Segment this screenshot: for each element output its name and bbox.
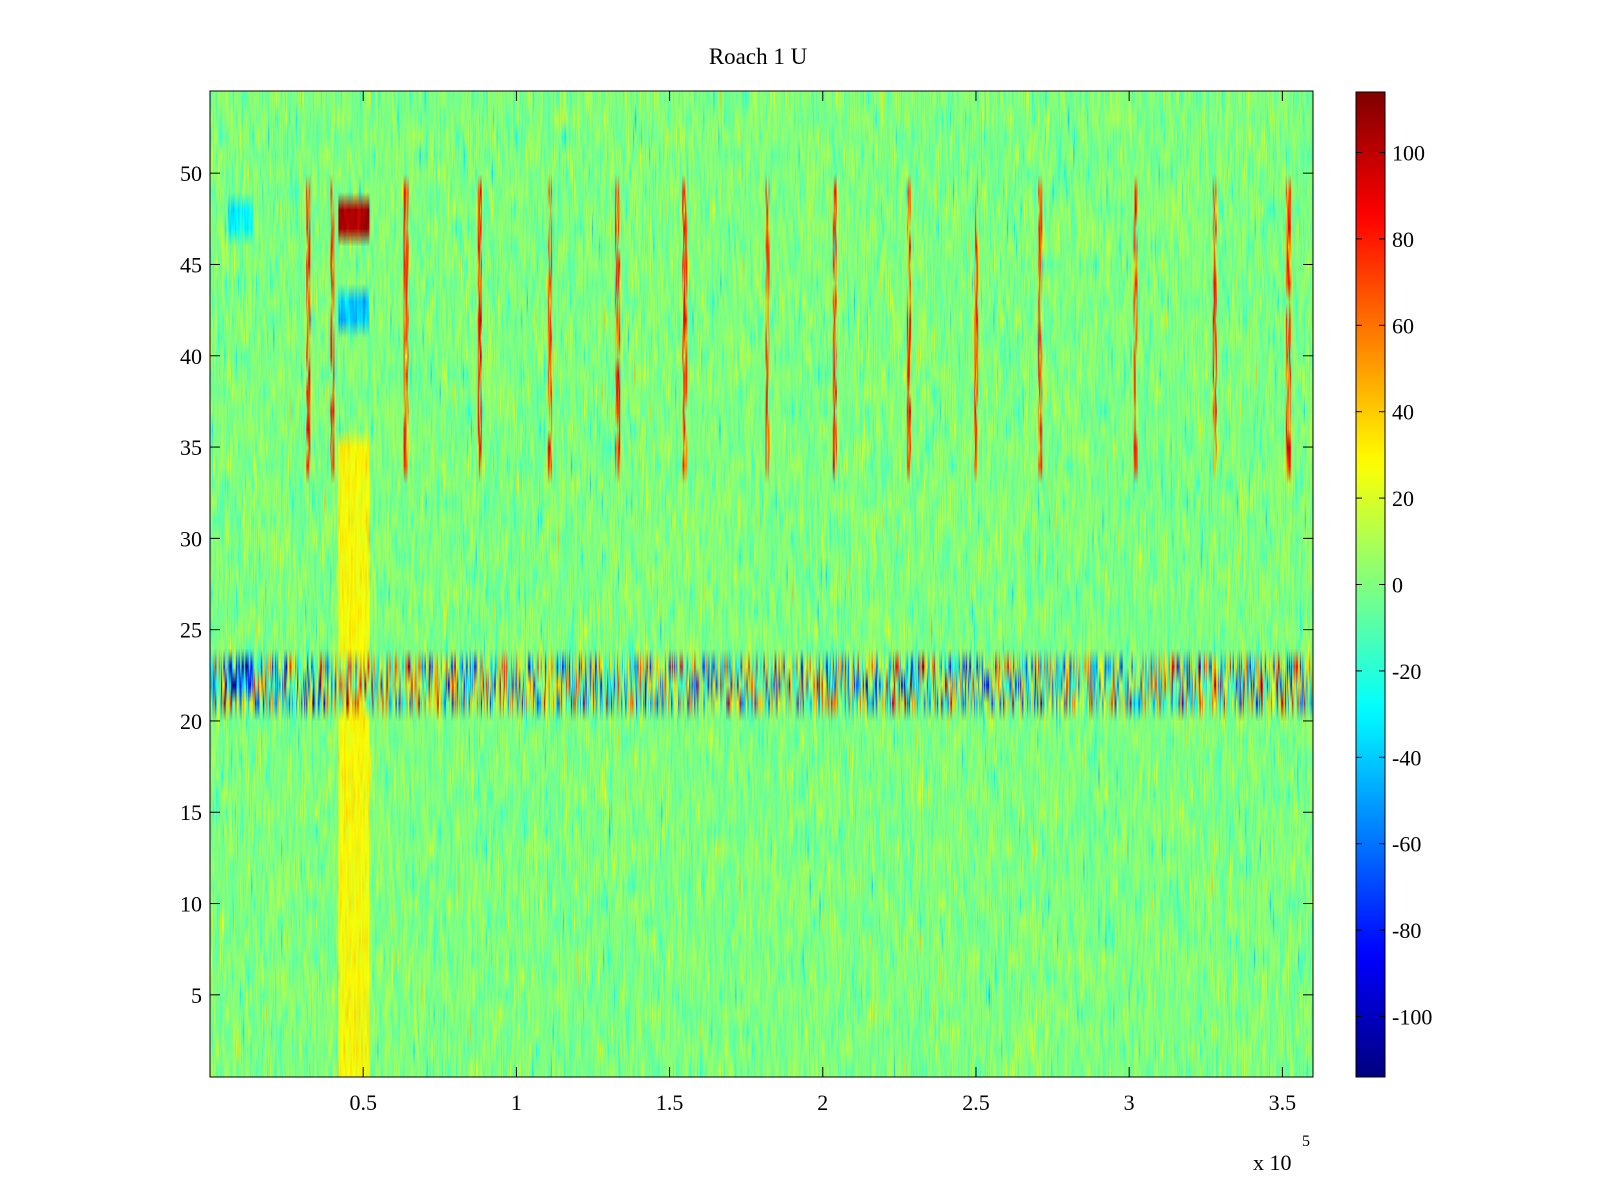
x-tick-label: 3.5 <box>1269 1090 1297 1115</box>
x-tick-label: 1.5 <box>656 1090 684 1115</box>
plot-frame <box>209 90 1314 1078</box>
colorbar-tick-label: 0 <box>1392 573 1403 598</box>
y-axis: 5 10 15 20 25 30 35 40 45 50 <box>180 161 1313 1008</box>
x-exponent-power: 5 <box>1302 1133 1310 1150</box>
colorbar-tick-label: -80 <box>1392 918 1421 943</box>
x-tick-label: 1 <box>511 1090 522 1115</box>
colorbar-tick-label: 100 <box>1392 140 1425 165</box>
y-tick-label: 10 <box>180 892 202 917</box>
plot-area: 0.5 1 1.5 2 2.5 3 3.5 5 10 15 20 25 30 35 40 45 50 x 10… <box>180 90 1314 1175</box>
x-exponent-label: x 10 <box>1253 1150 1292 1175</box>
colorbar-tick-label: 80 <box>1392 227 1414 252</box>
colorbar-tick-label: -40 <box>1392 745 1421 770</box>
y-tick-label: 45 <box>180 252 202 277</box>
y-tick-label: 40 <box>180 344 202 369</box>
y-tick-label: 20 <box>180 709 202 734</box>
x-tick-label: 2.5 <box>962 1090 990 1115</box>
colorbar: 100 80 60 40 20 0 -20 -40 -60 -80 -100 <box>1355 91 1432 1078</box>
y-tick-label: 30 <box>180 526 202 551</box>
chart-title: Roach 1 U <box>709 44 808 69</box>
colorbar-tick-label: -100 <box>1392 1005 1432 1030</box>
colorbar-ticks: 100 80 60 40 20 0 -20 -40 -60 -80 -100 <box>1356 140 1432 1030</box>
colorbar-tick-label: -60 <box>1392 832 1421 857</box>
x-axis: 0.5 1 1.5 2 2.5 3 3.5 <box>349 91 1296 1115</box>
colorbar-tick-label: 20 <box>1392 486 1414 511</box>
y-tick-label: 35 <box>180 435 202 460</box>
y-tick-label: 15 <box>180 800 202 825</box>
colorbar-tick-label: -20 <box>1392 659 1421 684</box>
x-tick-label: 0.5 <box>349 1090 377 1115</box>
colorbar-tick-label: 60 <box>1392 313 1414 338</box>
y-tick-label: 50 <box>180 161 202 186</box>
colorbar-tick-label: 40 <box>1392 400 1414 425</box>
y-tick-label: 25 <box>180 618 202 643</box>
x-tick-label: 3 <box>1124 1090 1135 1115</box>
heatmap-image <box>210 91 1313 1077</box>
x-tick-label: 2 <box>817 1090 828 1115</box>
y-tick-label: 5 <box>191 983 202 1008</box>
